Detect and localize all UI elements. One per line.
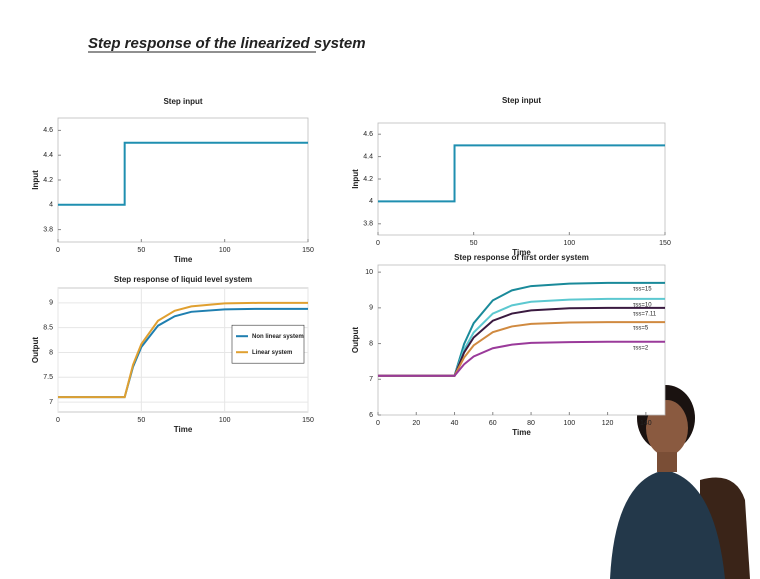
- x-tick-label: 20: [412, 420, 420, 427]
- x-tick-label: 50: [137, 247, 145, 254]
- y-axis-label: Output: [351, 327, 360, 354]
- x-axis-label: Time: [174, 425, 193, 434]
- plot-area: [58, 118, 308, 242]
- y-tick-label: 4: [369, 198, 373, 205]
- x-tick-label: 50: [137, 417, 145, 424]
- chart-title: Step input: [502, 96, 541, 105]
- y-tick-label: 6: [369, 412, 373, 419]
- y-tick-label: 7.5: [43, 374, 53, 381]
- x-tick-label: 40: [451, 420, 459, 427]
- y-tick-label: 9: [49, 300, 53, 307]
- x-tick-label: 120: [602, 420, 614, 427]
- y-tick-label: 9: [369, 305, 373, 312]
- y-tick-label: 4.2: [43, 177, 53, 184]
- y-tick-label: 8.5: [43, 325, 53, 332]
- x-tick-label: 140: [640, 420, 652, 427]
- y-tick-label: 4.4: [363, 153, 373, 160]
- line-label: τss=5: [633, 326, 649, 332]
- y-tick-label: 3.8: [363, 221, 373, 228]
- legend-box: [232, 325, 304, 363]
- presenter-neck: [657, 452, 677, 472]
- x-tick-label: 150: [302, 247, 314, 254]
- x-tick-label: 150: [302, 417, 314, 424]
- x-tick-label: 100: [219, 417, 231, 424]
- legend-label: Linear system: [252, 350, 292, 356]
- y-tick-label: 8: [49, 349, 53, 356]
- x-tick-label: 0: [56, 247, 60, 254]
- y-tick-label: 4.6: [43, 127, 53, 134]
- y-tick-label: 10: [365, 269, 373, 276]
- x-axis-label: Time: [512, 428, 531, 437]
- y-axis-label: Output: [31, 337, 40, 364]
- chart-title: Step response of liquid level system: [114, 275, 252, 284]
- y-tick-label: 4.4: [43, 152, 53, 159]
- x-tick-label: 0: [376, 240, 380, 247]
- y-tick-label: 4.2: [363, 176, 373, 183]
- y-tick-label: 7: [49, 399, 53, 406]
- slide-title: Step response of the linearized system: [88, 35, 366, 52]
- x-tick-label: 100: [219, 247, 231, 254]
- y-axis-label: Input: [31, 170, 40, 190]
- x-tick-label: 100: [563, 420, 575, 427]
- y-tick-label: 8: [369, 340, 373, 347]
- y-axis-label: Input: [351, 169, 360, 189]
- x-tick-label: 60: [489, 420, 497, 427]
- slide: Step response of the linearized system 0…: [0, 0, 760, 579]
- y-tick-label: 4.6: [363, 131, 373, 138]
- y-tick-label: 7: [369, 376, 373, 383]
- chart-title: Step response of first order system: [454, 253, 589, 262]
- y-tick-label: 3.8: [43, 226, 53, 233]
- line-label: τss=7.11: [633, 311, 657, 317]
- x-tick-label: 0: [56, 417, 60, 424]
- plot-area: [378, 123, 665, 235]
- x-tick-label: 100: [563, 240, 575, 247]
- x-tick-label: 150: [659, 240, 671, 247]
- x-tick-label: 0: [376, 420, 380, 427]
- x-tick-label: 50: [470, 240, 478, 247]
- y-tick-label: 4: [49, 202, 53, 209]
- line-label: τss=2: [633, 345, 649, 351]
- line-label: τss=15: [633, 286, 652, 292]
- x-axis-label: Time: [174, 255, 193, 264]
- x-tick-label: 80: [527, 420, 535, 427]
- chart-title: Step input: [163, 97, 202, 106]
- legend-label: Non linear system: [252, 334, 304, 340]
